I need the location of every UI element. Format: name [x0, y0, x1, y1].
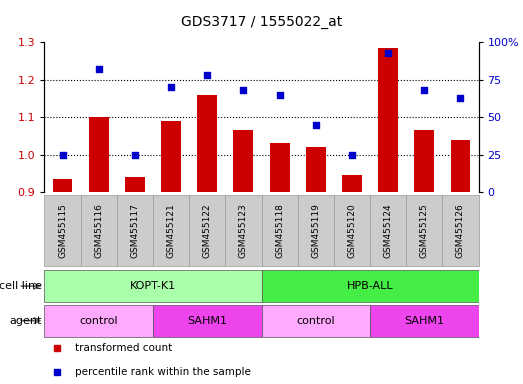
Bar: [370, 195, 406, 266]
Text: agent: agent: [9, 316, 42, 326]
Text: control: control: [79, 316, 118, 326]
Text: GSM455115: GSM455115: [58, 203, 67, 258]
Text: GSM455125: GSM455125: [420, 203, 429, 258]
Bar: [298, 195, 334, 266]
Bar: [125, 177, 145, 192]
Text: GSM455116: GSM455116: [94, 203, 103, 258]
Text: GSM455119: GSM455119: [311, 203, 320, 258]
Bar: [406, 195, 442, 266]
Bar: [342, 175, 362, 192]
Point: [131, 152, 139, 158]
Text: SAHM1: SAHM1: [404, 316, 444, 326]
Text: control: control: [297, 316, 335, 326]
Bar: [117, 195, 153, 266]
Text: percentile rank within the sample: percentile rank within the sample: [75, 367, 251, 377]
Text: GSM455120: GSM455120: [347, 203, 357, 258]
Point: [420, 87, 428, 93]
Bar: [44, 305, 153, 336]
Point: [167, 84, 175, 90]
Point: [384, 50, 392, 56]
Text: GSM455123: GSM455123: [239, 203, 248, 258]
Point: [276, 92, 284, 98]
Bar: [153, 195, 189, 266]
Text: GSM455124: GSM455124: [383, 203, 393, 258]
Point: [59, 152, 67, 158]
Bar: [450, 140, 470, 192]
Bar: [306, 147, 326, 192]
Bar: [262, 270, 479, 302]
Point: [312, 121, 320, 127]
Text: GSM455122: GSM455122: [203, 203, 212, 258]
Text: GSM455117: GSM455117: [130, 203, 140, 258]
Bar: [334, 195, 370, 266]
Bar: [153, 305, 262, 336]
Point: [203, 72, 211, 78]
Bar: [189, 195, 225, 266]
Bar: [442, 195, 479, 266]
Point: [348, 152, 356, 158]
Bar: [197, 95, 217, 192]
Point: [95, 66, 103, 72]
Text: GSM455118: GSM455118: [275, 203, 284, 258]
Point: [456, 94, 464, 101]
Bar: [44, 195, 81, 266]
Bar: [233, 130, 253, 192]
Bar: [262, 195, 298, 266]
Bar: [225, 195, 262, 266]
Text: GSM455121: GSM455121: [166, 203, 176, 258]
Text: cell line: cell line: [0, 281, 42, 291]
Bar: [53, 179, 73, 192]
Text: HPB-ALL: HPB-ALL: [347, 281, 393, 291]
Bar: [270, 143, 290, 192]
Text: GDS3717 / 1555022_at: GDS3717 / 1555022_at: [181, 15, 342, 29]
Text: KOPT-K1: KOPT-K1: [130, 281, 176, 291]
Bar: [81, 195, 117, 266]
Bar: [370, 305, 479, 336]
Bar: [44, 270, 262, 302]
Bar: [378, 48, 398, 192]
Bar: [414, 130, 434, 192]
Text: GSM455126: GSM455126: [456, 203, 465, 258]
Point: [239, 87, 247, 93]
Text: SAHM1: SAHM1: [187, 316, 227, 326]
Text: transformed count: transformed count: [75, 343, 172, 354]
Bar: [161, 121, 181, 192]
Bar: [89, 117, 109, 192]
Bar: [262, 305, 370, 336]
